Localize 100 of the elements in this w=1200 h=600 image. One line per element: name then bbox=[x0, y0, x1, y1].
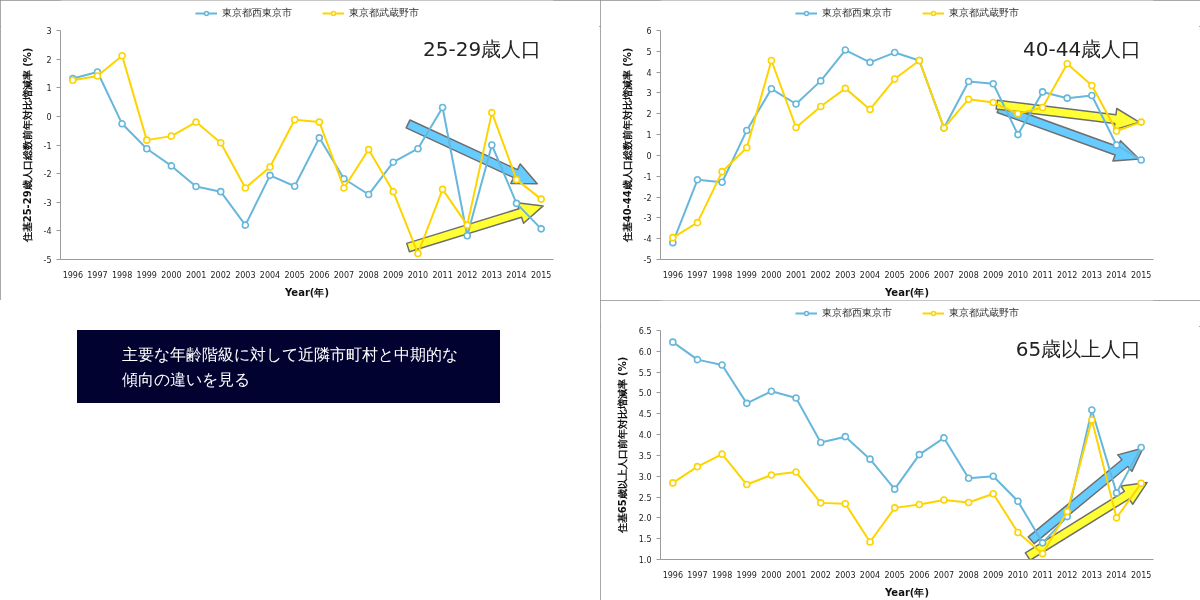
y-tick-label: 2.0 bbox=[638, 514, 652, 524]
x-tick-label: 2011 bbox=[1032, 270, 1053, 280]
x-tick-label: 2006 bbox=[909, 570, 930, 580]
x-tick-label: 2013 bbox=[481, 270, 503, 280]
x-tick-label: 2009 bbox=[983, 570, 1004, 580]
point bbox=[389, 158, 398, 166]
y-tick-label: 6.5 bbox=[638, 327, 652, 336]
point bbox=[915, 500, 924, 509]
point bbox=[718, 361, 726, 369]
point bbox=[890, 75, 899, 83]
legend-label: 東京都西東京市 bbox=[821, 6, 892, 20]
point bbox=[866, 538, 874, 546]
point bbox=[964, 474, 973, 483]
x-tick-label: 2000 bbox=[761, 270, 782, 280]
point bbox=[389, 187, 398, 196]
y-tick-label: 0 bbox=[46, 112, 52, 122]
x-tick-label: 2007 bbox=[333, 270, 355, 280]
point bbox=[693, 218, 702, 227]
point bbox=[438, 185, 447, 194]
y-tick-label: -5 bbox=[643, 256, 652, 265]
y-tick-label: 1 bbox=[646, 131, 652, 141]
x-tick-label: 2007 bbox=[933, 570, 955, 580]
point bbox=[718, 178, 726, 187]
x-tick-label: 2002 bbox=[810, 270, 831, 280]
point bbox=[216, 138, 225, 147]
x-tick-label: 2005 bbox=[884, 270, 905, 280]
y-tick-label: 6.0 bbox=[638, 347, 652, 357]
y-tick-label: 1.5 bbox=[638, 535, 652, 545]
y-tick-label: 3.0 bbox=[638, 472, 652, 482]
x-tick-label: 1998 bbox=[111, 270, 133, 280]
point bbox=[1014, 528, 1022, 537]
point bbox=[414, 144, 422, 153]
point bbox=[216, 187, 225, 196]
point bbox=[940, 434, 948, 442]
x-tick-label: 2004 bbox=[259, 270, 281, 280]
legend-label: 東京都西東京市 bbox=[821, 306, 892, 320]
point bbox=[1088, 91, 1096, 100]
point bbox=[463, 221, 472, 229]
point bbox=[742, 399, 751, 408]
point bbox=[866, 58, 874, 67]
text: 主要な年齢階級に対して近隣市町村と中期的な傾向の違いを見る bbox=[122, 344, 459, 391]
x-tick-label: 2007 bbox=[933, 270, 955, 280]
point bbox=[792, 468, 800, 476]
point bbox=[315, 134, 324, 142]
x-tick-label: 2011 bbox=[432, 270, 453, 280]
point bbox=[841, 84, 850, 93]
point bbox=[669, 479, 677, 487]
x-tick-label: 2010 bbox=[407, 270, 429, 280]
y-tick-label: 5.0 bbox=[638, 389, 652, 399]
y-tick-label: 3.5 bbox=[638, 451, 652, 461]
point bbox=[816, 499, 825, 507]
x-tick-label: 2015 bbox=[1131, 270, 1152, 280]
point bbox=[989, 80, 998, 88]
point bbox=[816, 77, 825, 85]
point bbox=[792, 100, 800, 108]
point bbox=[693, 462, 702, 471]
point bbox=[841, 499, 850, 508]
x-tick-label: 2002 bbox=[210, 270, 231, 280]
x-axis-title: Year(年) bbox=[284, 286, 329, 298]
x-tick-label: 2001 bbox=[185, 270, 207, 280]
point bbox=[1112, 489, 1121, 497]
x-tick-label: 2008 bbox=[358, 270, 379, 280]
x-tick-label: 1996 bbox=[662, 570, 683, 580]
point bbox=[290, 182, 299, 191]
point bbox=[866, 455, 874, 463]
point bbox=[915, 450, 924, 459]
x-tick-label: 2011 bbox=[1032, 570, 1053, 580]
y-tick-label: 5.5 bbox=[638, 368, 652, 378]
y-tick-label: -2 bbox=[43, 170, 52, 180]
y-tick-label: -4 bbox=[643, 235, 652, 245]
point bbox=[718, 450, 726, 458]
point bbox=[192, 118, 200, 126]
point bbox=[1088, 406, 1096, 414]
point bbox=[989, 472, 998, 481]
point bbox=[167, 162, 176, 170]
point bbox=[1038, 549, 1047, 558]
point bbox=[463, 231, 472, 240]
x-tick-label: 2013 bbox=[1081, 570, 1103, 580]
x-tick-label: 2014 bbox=[1106, 270, 1127, 280]
y-tick-label: 0 bbox=[646, 151, 652, 161]
y-axis-title: 住基25-29歳人口総数前年対比増減率 (%) bbox=[21, 47, 33, 244]
point bbox=[1137, 156, 1145, 164]
point bbox=[364, 190, 373, 199]
x-tick-label: 1999 bbox=[736, 570, 757, 580]
point bbox=[841, 432, 850, 441]
y-tick-label: 3 bbox=[646, 89, 652, 99]
x-axis-title: Year(年) bbox=[884, 286, 929, 298]
y-axis-title: 住基65歳以上人口前年対比増減率 (%) bbox=[616, 356, 628, 535]
point bbox=[192, 182, 200, 191]
y-tick-label: 6 bbox=[646, 27, 652, 36]
x-tick-label: 2006 bbox=[909, 270, 930, 280]
point bbox=[488, 141, 496, 149]
y-tick-label: -1 bbox=[643, 172, 652, 182]
point bbox=[669, 338, 677, 346]
point bbox=[742, 143, 751, 152]
point bbox=[767, 56, 776, 65]
point bbox=[1137, 443, 1145, 452]
point bbox=[1088, 416, 1096, 424]
point bbox=[266, 171, 274, 180]
y-axis-title: 住基40-44歳人口総数前年対比増減率 (%) bbox=[621, 47, 633, 244]
